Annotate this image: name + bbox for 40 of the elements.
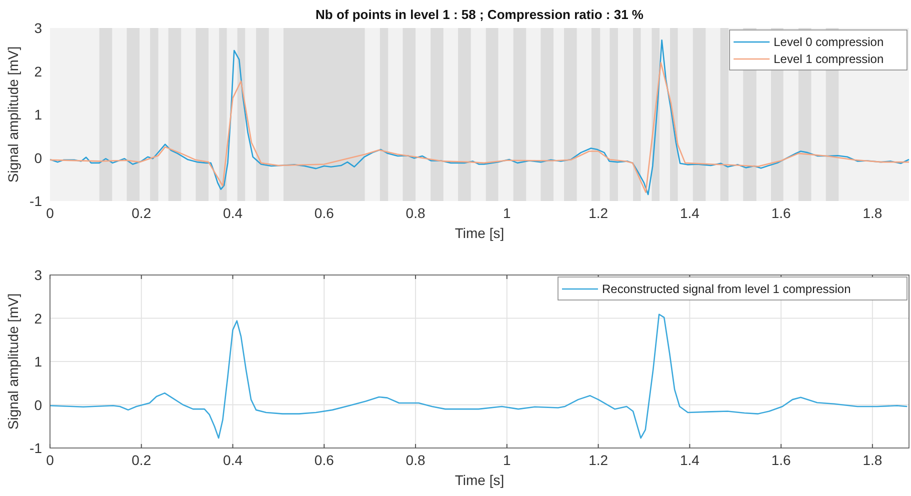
x-tick-label: 1.6 [771,452,792,468]
y-tick-label: 2 [34,63,42,80]
line-series [49,314,908,439]
x-tick-label: 0.2 [132,205,152,221]
x-tick-label: 1.6 [771,205,792,221]
x-tick-label: 1.2 [588,452,608,468]
x-axis-title: Time [s] [454,225,504,241]
x-tick-label: 0 [46,452,54,468]
y-tick-label: 0 [34,150,42,166]
x-tick-label: 1 [503,452,512,468]
x-axis-title: Time [s] [454,472,504,488]
x-tick-label: 0.8 [406,205,426,221]
y-tick-label: 3 [34,267,42,283]
x-tick-label: 1.8 [862,205,882,221]
y-tick-label: -1 [30,193,42,209]
legend-label: Reconstructed signal from level 1 compression [602,282,851,296]
x-tick-label: 1.8 [862,452,882,468]
x-tick-label: 1.4 [680,205,700,221]
x-tick-label: 0.6 [314,452,334,468]
legend-label: Level 0 compression [774,35,884,49]
y-tick-label: 1 [34,106,42,122]
x-tick-label: 0.8 [406,452,426,468]
x-tick-label: 0.6 [314,205,334,221]
legend-label: Level 1 compression [774,52,884,66]
y-axis-title: Signal amplitude [mV] [5,293,21,430]
y-tick-label: -1 [30,440,42,456]
y-tick-label: 0 [34,396,42,413]
x-tick-label: 0.4 [223,205,243,221]
y-tick-label: 2 [34,310,42,326]
x-tick-label: 0.4 [223,452,243,468]
y-tick-label: 1 [34,354,42,370]
x-tick-label: 1.2 [588,205,608,221]
x-tick-label: 0 [46,205,54,221]
chart-title: Nb of points in level 1 : 58 ; Compression ratio : 31 % [316,7,644,22]
y-tick-label: 3 [34,20,42,36]
x-tick-label: 1 [503,205,512,221]
x-tick-label: 0.2 [132,452,152,468]
line-series [49,39,910,196]
x-tick-label: 1.4 [680,452,700,468]
y-axis-title: Signal amplitude [mV] [5,46,21,183]
